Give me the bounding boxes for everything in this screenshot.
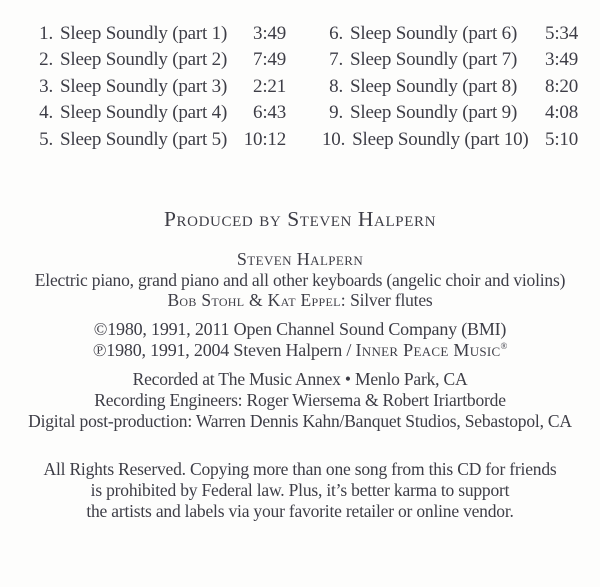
track-title: Sleep Soundly (part 4) xyxy=(60,102,228,124)
flutes-role: Silver flutes xyxy=(345,290,433,311)
track-row: 6. Sleep Soundly (part 6) 5:34 xyxy=(322,21,578,47)
credits-block: Steven Halpern Electric piano, grand pia… xyxy=(0,249,600,311)
track-title: Sleep Soundly (part 3) xyxy=(60,75,228,97)
rights-line-1: All Rights Reserved. Copying more than o… xyxy=(43,459,557,479)
track-row: 2. Sleep Soundly (part 2) 7:49 xyxy=(36,47,286,73)
phonogram-text: ℗1980, 1991, 2004 Steven Halpern / xyxy=(92,339,356,360)
track-title: Sleep Soundly (part 9) xyxy=(350,102,518,124)
track-row: 4. Sleep Soundly (part 4) 6:43 xyxy=(36,100,286,126)
track-duration: 3:49 xyxy=(253,23,286,44)
track-duration: 8:20 xyxy=(545,75,578,97)
post-production-line: Digital post-production: Warren Dennis K… xyxy=(28,410,572,431)
track-number: 5. xyxy=(39,128,53,150)
track-title: Sleep Soundly (part 7) xyxy=(350,49,518,71)
track-row: 3. Sleep Soundly (part 3) 2:21 xyxy=(36,74,286,100)
label-name: Inner Peace Music xyxy=(355,339,501,360)
registered-trademark-mark: ® xyxy=(500,340,508,351)
track-duration: 5:10 xyxy=(545,128,578,150)
track-title: Sleep Soundly (part 8) xyxy=(350,75,518,97)
rights-line-2: is prohibited by Federal law. Plus, it’s… xyxy=(90,480,510,500)
track-title: Sleep Soundly (part 5) xyxy=(60,128,228,150)
track-row: 10. Sleep Soundly (part 10) 5:10 xyxy=(322,127,578,153)
artist-instruments: Electric piano, grand piano and all othe… xyxy=(34,269,566,290)
track-number: 7. xyxy=(329,49,343,71)
track-title: Sleep Soundly (part 10) xyxy=(352,128,529,150)
track-number: 9. xyxy=(329,102,343,124)
track-duration: 5:34 xyxy=(545,23,578,44)
track-row: 1. Sleep Soundly (part 1) 3:49 xyxy=(36,21,286,47)
track-duration: 3:49 xyxy=(545,49,578,71)
phonogram-line: ℗1980, 1991, 2004 Steven Halpern / Inner… xyxy=(0,340,600,361)
recording-block: Recorded at The Music Annex • Menlo Park… xyxy=(0,369,600,431)
track-row: 8. Sleep Soundly (part 8) 8:20 xyxy=(322,74,578,100)
copyright-line: ©1980, 1991, 2011 Open Channel Sound Com… xyxy=(93,319,507,339)
track-row: 5. Sleep Soundly (part 5) 10:12 xyxy=(36,127,286,153)
track-row: 9. Sleep Soundly (part 9) 4:08 xyxy=(322,100,578,126)
track-duration: 4:08 xyxy=(545,102,578,124)
track-title: Sleep Soundly (part 1) xyxy=(60,23,228,44)
track-duration: 10:12 xyxy=(243,128,286,150)
track-duration: 7:49 xyxy=(253,49,286,71)
track-list-left-column: 1. Sleep Soundly (part 1) 3:49 2. Sleep … xyxy=(36,21,286,153)
flutes-performers: Bob Stohl & Kat Eppel: xyxy=(167,290,346,311)
track-list: 1. Sleep Soundly (part 1) 3:49 2. Sleep … xyxy=(0,21,600,153)
track-number: 4. xyxy=(39,102,53,124)
track-number: 8. xyxy=(329,75,343,97)
track-title: Sleep Soundly (part 6) xyxy=(350,23,518,44)
rights-notice: All Rights Reserved. Copying more than o… xyxy=(0,459,600,522)
track-title: Sleep Soundly (part 2) xyxy=(60,49,228,71)
producer-line: Produced by Steven Halpern xyxy=(164,207,436,231)
track-number: 3. xyxy=(39,75,53,97)
track-number: 1. xyxy=(39,23,53,44)
track-number: 10. xyxy=(322,128,346,150)
track-duration: 6:43 xyxy=(253,102,286,124)
track-duration: 2:21 xyxy=(253,75,286,97)
flutes-credit: Bob Stohl & Kat Eppel: Silver flutes xyxy=(0,290,600,311)
recording-engineers-line: Recording Engineers: Roger Wiersema & Ro… xyxy=(94,389,506,410)
rights-line-3: the artists and labels via your favorite… xyxy=(86,501,514,521)
track-list-right-column: 6. Sleep Soundly (part 6) 5:34 7. Sleep … xyxy=(322,21,578,153)
track-row: 7. Sleep Soundly (part 7) 3:49 xyxy=(322,47,578,73)
track-number: 2. xyxy=(39,49,53,71)
recorded-at-line: Recorded at The Music Annex • Menlo Park… xyxy=(132,369,468,389)
artist-name: Steven Halpern xyxy=(236,249,364,269)
copyright-block: ©1980, 1991, 2011 Open Channel Sound Com… xyxy=(0,319,600,360)
track-number: 6. xyxy=(329,23,343,44)
